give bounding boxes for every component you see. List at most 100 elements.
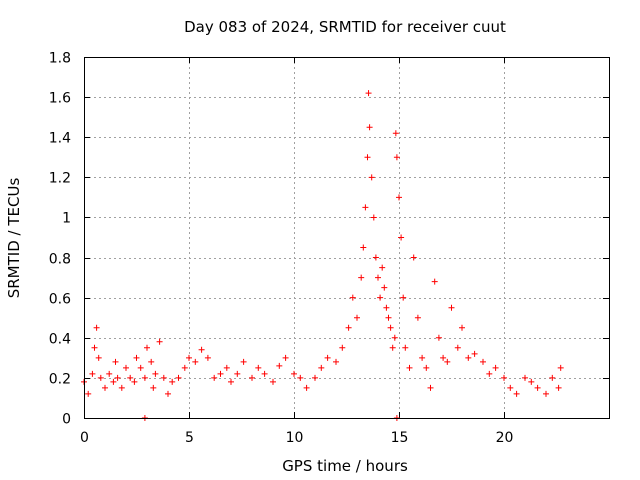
- data-point: [400, 294, 407, 301]
- data-point: [345, 324, 352, 331]
- data-point: [454, 344, 461, 351]
- data-point: [175, 374, 182, 381]
- data-point: [303, 384, 310, 391]
- data-point: [152, 370, 159, 377]
- x-axis-label: GPS time / hours: [282, 457, 408, 475]
- data-point: [141, 374, 148, 381]
- data-point: [114, 374, 121, 381]
- y-tick-label: 0.4: [49, 332, 71, 348]
- data-point: [228, 378, 234, 385]
- plot-frame: [84, 57, 610, 419]
- y-tick-label: 1.6: [49, 91, 71, 107]
- data-point: [211, 374, 218, 381]
- data-point: [557, 364, 564, 371]
- y-tick-label: 1: [62, 211, 71, 227]
- data-point: [549, 374, 556, 381]
- data-point: [261, 370, 268, 377]
- data-point: [414, 314, 421, 321]
- data-point: [169, 378, 176, 385]
- data-point: [377, 294, 384, 301]
- data-point: [339, 344, 346, 351]
- data-point: [112, 358, 119, 365]
- y-tick-label: 1.4: [49, 131, 71, 147]
- data-point: [480, 358, 486, 365]
- data-point: [427, 384, 434, 391]
- data-point: [398, 234, 405, 241]
- y-tick-label: 0: [62, 412, 71, 428]
- data-point: [133, 354, 140, 361]
- data-point: [406, 364, 413, 371]
- data-point: [555, 384, 562, 391]
- data-point: [444, 358, 451, 365]
- data-point: [186, 354, 192, 361]
- data-point: [312, 374, 318, 381]
- data-point: [240, 358, 247, 365]
- data-point: [431, 278, 438, 285]
- data-point: [366, 124, 373, 131]
- x-tick-label: 10: [286, 430, 304, 446]
- data-point: [471, 350, 478, 357]
- data-point: [270, 378, 276, 385]
- data-point: [365, 90, 372, 97]
- y-tick-label: 1.8: [49, 51, 71, 67]
- y-tick-label: 0.2: [49, 372, 71, 388]
- x-tick-label: 5: [185, 430, 194, 446]
- y-tick-labels: 0 0.2 0.4 0.6 0.8 1 1.2 1.4 1.6 1.8: [49, 51, 71, 428]
- data-point: [423, 364, 430, 371]
- data-point: [150, 384, 157, 391]
- chart-title: Day 083 of 2024, SRMTID for receiver cuu…: [184, 18, 506, 36]
- data-point: [89, 370, 96, 377]
- data-point: [297, 374, 304, 381]
- data-point: [465, 354, 472, 361]
- data-point: [137, 364, 144, 371]
- data-point: [148, 358, 155, 365]
- data-point: [396, 194, 402, 201]
- data-point: [95, 354, 102, 361]
- y-tick-label: 1.2: [49, 171, 71, 187]
- data-point: [234, 370, 241, 377]
- data-point: [534, 384, 541, 391]
- data-point: [204, 354, 211, 361]
- data-point: [459, 324, 465, 331]
- x-tick-label: 15: [391, 430, 409, 446]
- data-point: [364, 154, 371, 161]
- data-point: [349, 294, 356, 301]
- data-point: [528, 378, 535, 385]
- data-point: [391, 334, 398, 341]
- data-point: [282, 354, 289, 361]
- data-point: [118, 384, 125, 391]
- data-point: [543, 390, 549, 397]
- data-point: [165, 390, 171, 397]
- data-point: [255, 364, 262, 371]
- data-point: [368, 174, 375, 181]
- data-point: [360, 244, 367, 251]
- data-point: [291, 370, 297, 377]
- data-point: [448, 304, 455, 311]
- grid-lines: [84, 57, 609, 418]
- data-point: [333, 358, 339, 365]
- data-point: [492, 364, 499, 371]
- data-point: [419, 354, 426, 361]
- data-point: [217, 370, 224, 377]
- data-point: [198, 346, 205, 353]
- data-point: [144, 344, 150, 351]
- data-point: [501, 374, 507, 381]
- data-point: [318, 364, 325, 371]
- data-point: [106, 370, 113, 377]
- data-point: [91, 344, 98, 351]
- data-point: [387, 324, 394, 331]
- data-point: [385, 314, 392, 321]
- data-point: [389, 344, 396, 351]
- data-point: [181, 364, 188, 371]
- axis-ticks: [84, 57, 609, 419]
- y-axis-label: SRMTID / TECUs: [5, 178, 23, 299]
- data-point: [160, 374, 167, 381]
- x-tick-labels: 0 5 10 15 20: [80, 430, 513, 446]
- data-point: [123, 364, 129, 371]
- y-tick-label: 0.6: [49, 292, 71, 308]
- data-point: [435, 334, 442, 341]
- data-point: [393, 154, 400, 161]
- data-point: [156, 338, 163, 345]
- data-point: [440, 354, 447, 361]
- data-point: [354, 314, 360, 321]
